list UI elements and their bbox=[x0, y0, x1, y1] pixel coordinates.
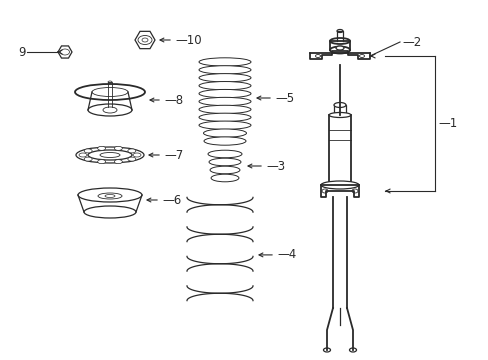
Text: —2: —2 bbox=[401, 36, 420, 49]
Ellipse shape bbox=[321, 189, 327, 193]
Ellipse shape bbox=[108, 81, 112, 83]
Ellipse shape bbox=[199, 58, 250, 66]
Text: 9: 9 bbox=[18, 45, 25, 59]
Ellipse shape bbox=[208, 158, 241, 166]
Ellipse shape bbox=[210, 166, 240, 174]
Ellipse shape bbox=[333, 103, 346, 108]
Ellipse shape bbox=[76, 147, 143, 163]
Text: —8: —8 bbox=[163, 94, 183, 107]
Ellipse shape bbox=[333, 113, 346, 117]
Bar bbox=[333, 105, 346, 115]
Text: —3: —3 bbox=[265, 159, 285, 172]
Ellipse shape bbox=[78, 188, 142, 202]
Ellipse shape bbox=[84, 157, 92, 161]
Ellipse shape bbox=[315, 54, 320, 58]
Ellipse shape bbox=[84, 149, 92, 153]
Ellipse shape bbox=[88, 150, 132, 160]
Ellipse shape bbox=[142, 38, 148, 42]
Ellipse shape bbox=[329, 46, 349, 54]
Ellipse shape bbox=[98, 193, 122, 199]
Ellipse shape bbox=[127, 149, 136, 153]
Ellipse shape bbox=[359, 54, 364, 58]
Ellipse shape bbox=[335, 46, 343, 50]
Ellipse shape bbox=[203, 129, 246, 137]
Ellipse shape bbox=[199, 113, 250, 121]
Ellipse shape bbox=[211, 174, 239, 182]
Ellipse shape bbox=[103, 107, 117, 113]
Ellipse shape bbox=[61, 49, 69, 55]
Ellipse shape bbox=[114, 147, 122, 150]
Ellipse shape bbox=[100, 153, 120, 158]
Ellipse shape bbox=[92, 87, 128, 96]
Text: —1: —1 bbox=[437, 117, 456, 130]
Text: —5: —5 bbox=[274, 91, 293, 104]
Ellipse shape bbox=[323, 348, 330, 352]
Ellipse shape bbox=[133, 153, 141, 157]
Ellipse shape bbox=[199, 81, 250, 90]
Ellipse shape bbox=[199, 66, 250, 74]
Ellipse shape bbox=[199, 74, 250, 82]
Ellipse shape bbox=[320, 181, 358, 189]
Ellipse shape bbox=[98, 159, 105, 164]
Ellipse shape bbox=[207, 150, 242, 158]
Text: —6: —6 bbox=[162, 194, 181, 207]
Ellipse shape bbox=[199, 97, 250, 105]
Ellipse shape bbox=[328, 113, 350, 117]
Ellipse shape bbox=[203, 137, 245, 145]
Ellipse shape bbox=[336, 30, 342, 32]
Text: —4: —4 bbox=[276, 248, 296, 261]
Ellipse shape bbox=[329, 38, 349, 44]
Ellipse shape bbox=[79, 153, 87, 157]
Ellipse shape bbox=[127, 157, 136, 161]
Ellipse shape bbox=[138, 36, 152, 45]
Ellipse shape bbox=[105, 194, 115, 198]
Ellipse shape bbox=[199, 121, 250, 129]
Ellipse shape bbox=[114, 159, 122, 164]
Ellipse shape bbox=[351, 189, 357, 193]
Ellipse shape bbox=[88, 104, 132, 116]
Text: —7: —7 bbox=[163, 149, 183, 162]
Ellipse shape bbox=[199, 89, 250, 98]
Ellipse shape bbox=[349, 348, 356, 352]
Text: —10: —10 bbox=[175, 33, 201, 46]
Ellipse shape bbox=[199, 105, 250, 113]
Bar bbox=[328, 115, 350, 185]
Ellipse shape bbox=[98, 147, 105, 150]
Ellipse shape bbox=[84, 206, 136, 218]
Ellipse shape bbox=[75, 84, 145, 100]
